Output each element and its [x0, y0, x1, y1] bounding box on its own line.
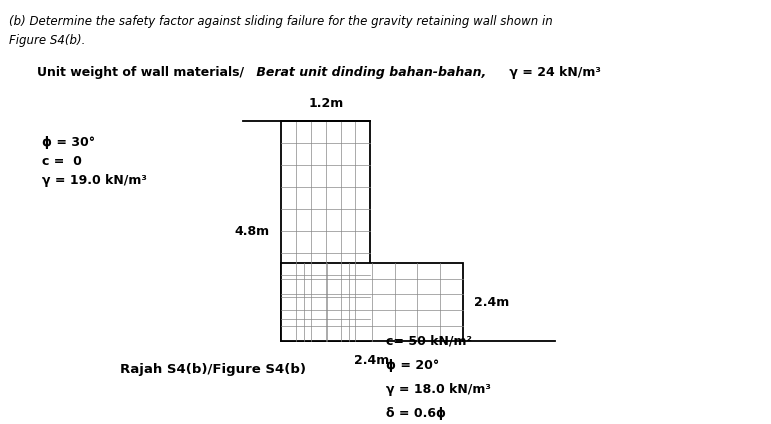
- Text: δ = 0.6ϕ: δ = 0.6ϕ: [386, 407, 446, 421]
- Text: 4.8m: 4.8m: [234, 225, 270, 237]
- Text: c= 50 kN/m²: c= 50 kN/m²: [386, 335, 472, 348]
- Text: Rajah S4(b)/Figure S4(b): Rajah S4(b)/Figure S4(b): [120, 363, 305, 376]
- Text: Unit weight of wall materials/: Unit weight of wall materials/: [37, 66, 244, 79]
- Text: Figure S4(b).: Figure S4(b).: [9, 34, 86, 47]
- Text: γ = 19.0 kN/m³: γ = 19.0 kN/m³: [42, 174, 147, 187]
- Text: Berat unit dinding bahan-bahan,: Berat unit dinding bahan-bahan,: [252, 66, 487, 79]
- Bar: [281, 121, 370, 341]
- Text: (b) Determine the safety factor against sliding failure for the gravity retainin: (b) Determine the safety factor against …: [9, 15, 553, 28]
- Text: ϕ = 30°: ϕ = 30°: [42, 136, 96, 148]
- Bar: [281, 263, 463, 341]
- Text: 2.4m: 2.4m: [474, 296, 510, 309]
- Text: γ = 18.0 kN/m³: γ = 18.0 kN/m³: [386, 383, 490, 396]
- Text: c =  0: c = 0: [42, 155, 82, 167]
- Text: 1.2m: 1.2m: [308, 97, 343, 110]
- Text: ϕ = 20°: ϕ = 20°: [386, 359, 439, 372]
- Text: γ = 24 kN/m³: γ = 24 kN/m³: [505, 66, 601, 79]
- Text: 2.4m: 2.4m: [355, 354, 389, 367]
